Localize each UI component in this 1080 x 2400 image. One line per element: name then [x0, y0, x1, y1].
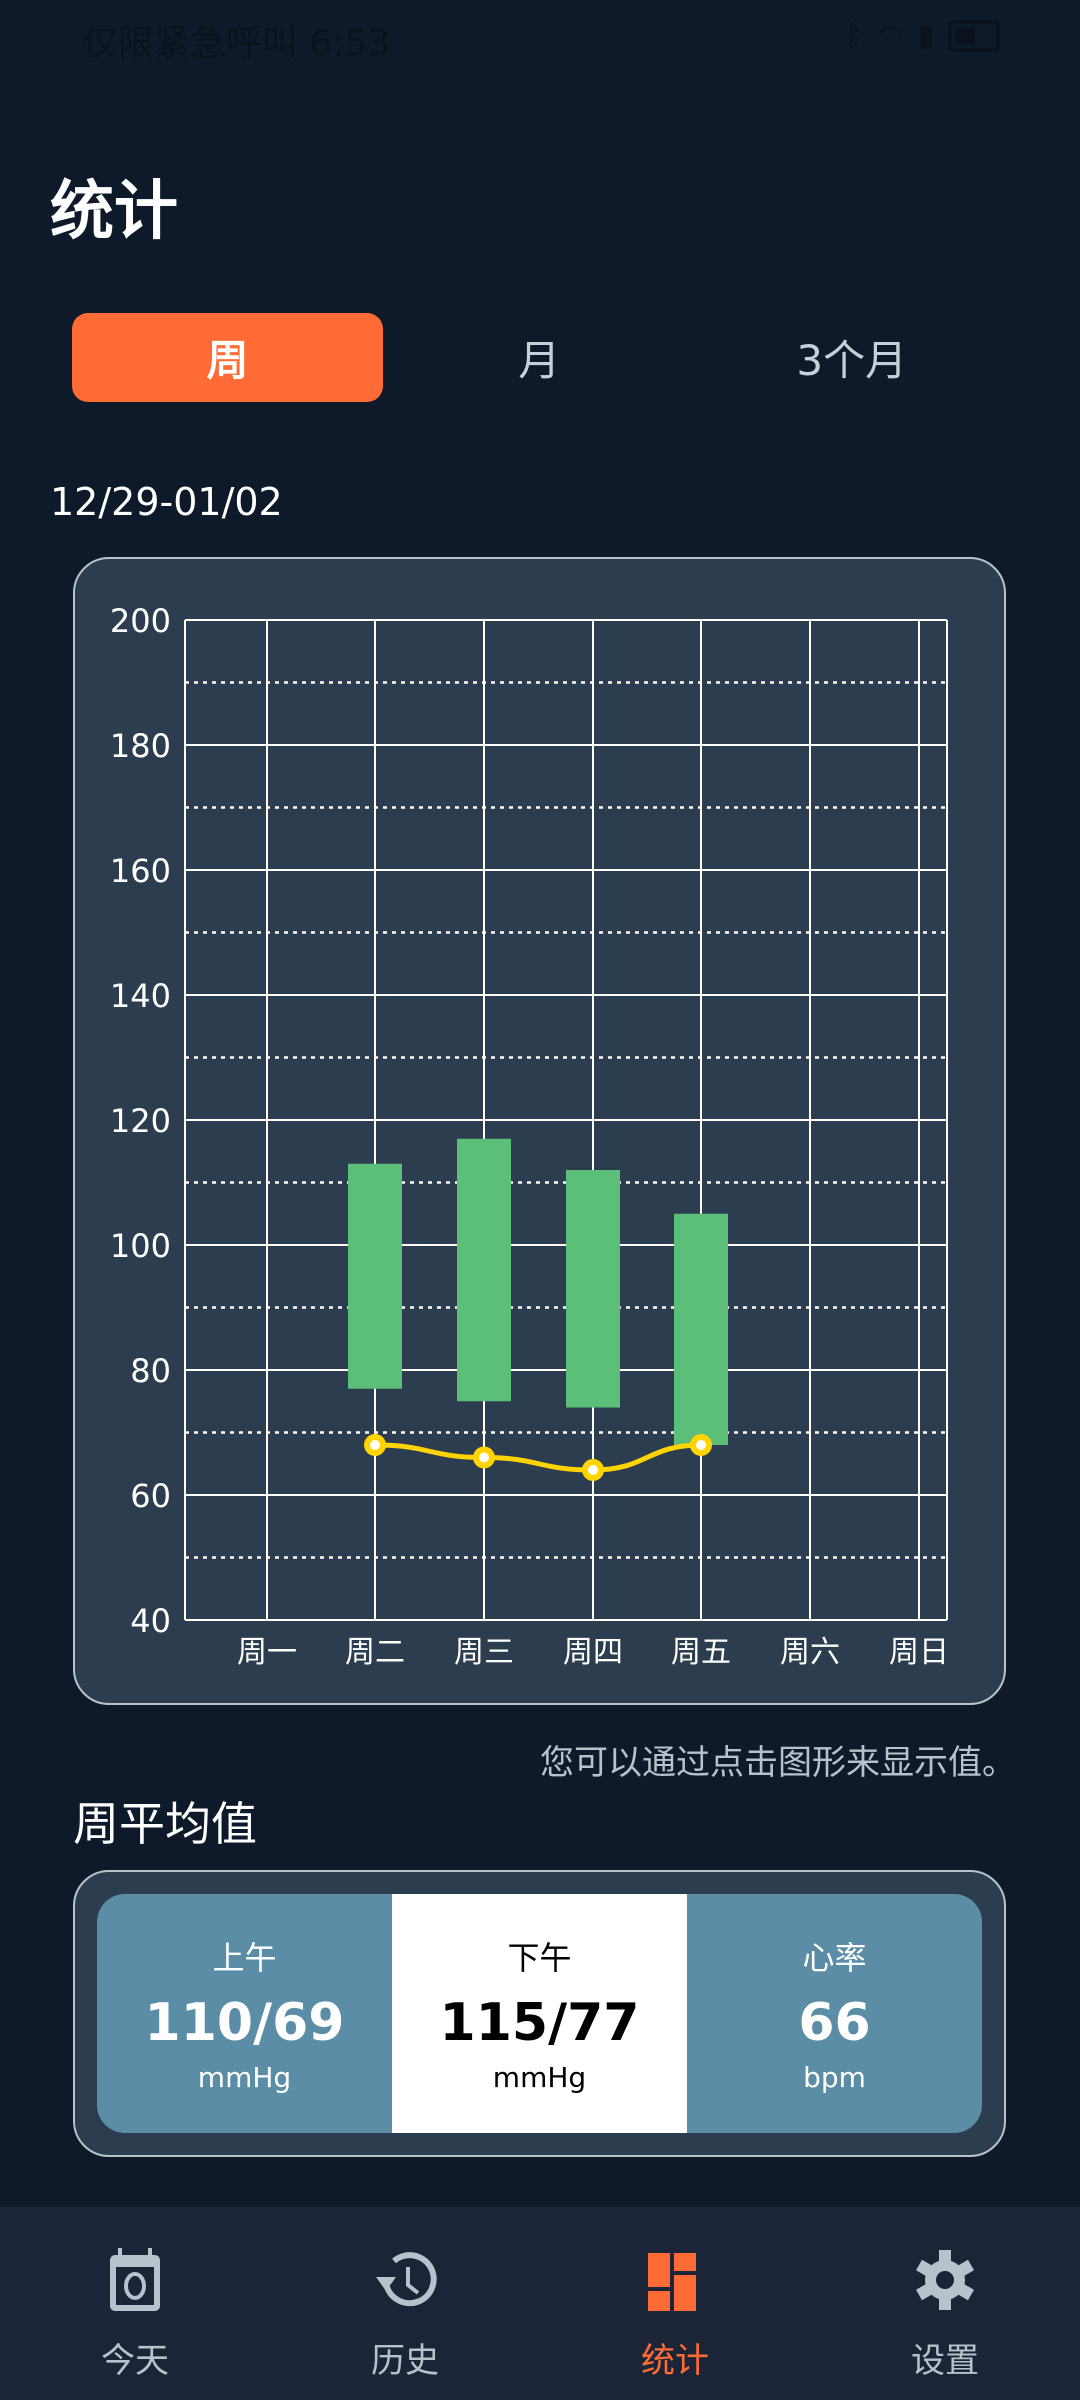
nav-label: 今天: [101, 2341, 169, 2381]
y-tick-label: 160: [110, 852, 171, 890]
y-tick-label: 60: [130, 1477, 171, 1515]
page-title: 统计: [50, 175, 178, 249]
heart-rate-point: [690, 1434, 712, 1456]
x-tick-label: 周日: [889, 1635, 949, 1670]
wifi-icon: ◠: [877, 18, 904, 53]
y-tick-label: 180: [110, 727, 171, 765]
bluetooth-icon: ᛒ: [845, 18, 864, 53]
nav-history[interactable]: 历史: [270, 2207, 540, 2400]
nav-today[interactable]: 今天: [0, 2207, 270, 2400]
average-heart-rate[interactable]: 心率 66 bpm: [687, 1894, 982, 2133]
cell-unit: bpm: [803, 2061, 866, 2094]
cell-unit: mmHg: [492, 2061, 587, 2094]
heart-rate-line: [374, 1442, 702, 1473]
tab-week[interactable]: 周: [72, 313, 383, 402]
x-tick-label: 周六: [780, 1635, 840, 1670]
nav-label: 历史: [371, 2341, 439, 2381]
date-range: 12/29-01/02: [50, 480, 283, 524]
y-tick-label: 80: [130, 1352, 171, 1390]
bp-range-bar: [457, 1138, 511, 1402]
nav-settings[interactable]: 设置: [810, 2207, 1080, 2400]
period-tabs: 周 月 3个月: [72, 313, 1008, 402]
bp-range-bar: [674, 1213, 728, 1445]
calendar-icon: [110, 2248, 160, 2311]
average-morning[interactable]: 上午 110/69 mmHg: [97, 1894, 392, 2133]
bp-chart[interactable]: 40 60 80 100 120 140 160 180 200 周一 周二 周三 周四 周五 周六 周日: [75, 559, 1008, 1707]
heart-rate-point: [473, 1446, 495, 1469]
average-title: 周平均值: [73, 1797, 257, 1851]
hint-text: 您可以通过点击图形来显示值。: [540, 1743, 1016, 1783]
heart-rate-point: [582, 1459, 604, 1481]
tab-3-months[interactable]: 3个月: [796, 336, 908, 385]
cell-label: 上午: [212, 1939, 277, 1977]
y-tick-label: 140: [110, 977, 171, 1015]
stats-icon: [648, 2253, 696, 2311]
average-afternoon[interactable]: 下午 115/77 mmHg: [392, 1894, 687, 2133]
cell-label: 心率: [802, 1939, 867, 1977]
cell-label: 下午: [507, 1939, 572, 1977]
signal-icon: ▮: [917, 18, 934, 53]
cell-unit: mmHg: [197, 2061, 292, 2094]
bottom-nav: 今天 历史 统计 设置: [0, 2207, 1080, 2400]
average-card: 上午 110/69 mmHg 下午 115/77 mmHg 心率 66 bpm: [73, 1870, 1006, 2157]
battery-icon: [948, 19, 1000, 52]
nav-label: 设置: [911, 2341, 979, 2381]
y-tick-label: 100: [110, 1227, 171, 1265]
gear-icon: [916, 2250, 974, 2310]
y-tick-label: 40: [130, 1602, 171, 1640]
cell-value: 66: [798, 1993, 871, 2053]
cell-value: 110/69: [144, 1993, 345, 2053]
heart-rate-point: [364, 1434, 386, 1456]
y-tick-label: 200: [110, 602, 171, 640]
x-tick-label: 周一: [237, 1635, 297, 1670]
x-tick-label: 周二: [345, 1635, 405, 1670]
x-tick-label: 周五: [671, 1635, 731, 1670]
y-tick-label: 120: [110, 1102, 171, 1140]
x-tick-label: 周三: [454, 1635, 514, 1670]
tab-month[interactable]: 月: [518, 336, 561, 385]
history-icon: [376, 2252, 437, 2307]
cell-value: 115/77: [439, 1993, 640, 2053]
bp-range-bar: [566, 1170, 620, 1408]
status-text: 仅限紧急呼叫 6:53: [82, 23, 391, 64]
nav-label: 统计: [641, 2341, 709, 2381]
bp-range-bar: [348, 1163, 402, 1389]
nav-stats[interactable]: 统计: [540, 2207, 810, 2400]
status-bar: 仅限紧急呼叫 6:53 ᛒ ◠ ▮: [0, 0, 1080, 80]
chart-card[interactable]: 40 60 80 100 120 140 160 180 200 周一 周二 周三 周四 周五 周六 周日: [73, 557, 1006, 1705]
x-tick-label: 周四: [563, 1635, 623, 1670]
